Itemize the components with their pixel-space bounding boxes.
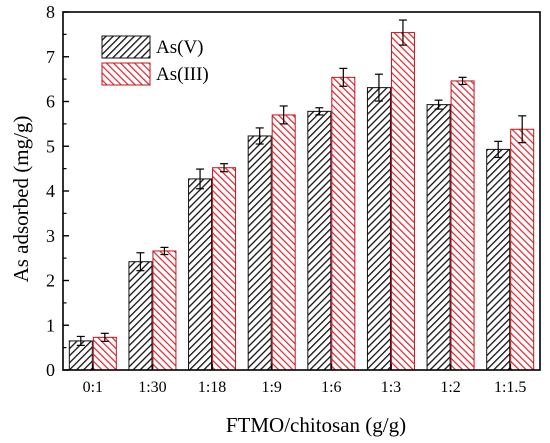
bar-as-v-7	[426, 104, 451, 371]
bar-as-iii-4	[271, 114, 296, 371]
x-tick-label: 1:3	[381, 379, 401, 396]
bar-as-iii-3	[212, 167, 237, 371]
y-tick-label: 7	[46, 47, 55, 67]
x-tick-label: 1:6	[321, 379, 341, 396]
y-tick-label: 8	[46, 2, 55, 22]
bar-as-v-4	[247, 135, 272, 371]
legend-swatch-as-v	[101, 35, 151, 59]
x-tick-label: 1:1.5	[494, 379, 526, 396]
y-tick-label: 3	[46, 226, 55, 246]
y-tick-label: 4	[46, 181, 55, 201]
plot-area: 0 1 2 3 4 5 6 7 8 0:1 1:30 1:18 1:9 1:6 1:3 1:2 1:1.5 As(…	[46, 2, 541, 396]
y-tick-label: 1	[46, 315, 55, 335]
y-tick-label: 0	[46, 360, 55, 380]
bar-as-v-8	[486, 148, 511, 371]
x-tick-label: 0:1	[83, 379, 103, 396]
bar-as-iii-5	[331, 76, 356, 371]
bar-as-v-2	[128, 261, 153, 371]
bar-as-iii-6	[390, 32, 415, 371]
bar-as-iii-2	[152, 250, 177, 371]
y-axis-title: As adsorbed (mg/g)	[9, 116, 33, 283]
bar-as-v-3	[188, 178, 213, 371]
x-tick-label: 1:18	[198, 379, 226, 396]
legend-swatch-as-iii	[101, 62, 151, 86]
bar-as-iii-8	[510, 128, 535, 371]
bar-as-v-6	[366, 87, 391, 371]
bar-as-iii-7	[450, 80, 475, 371]
x-axis-title: FTMO/chitosan (g/g)	[226, 413, 406, 437]
legend-label-as-iii: As(III)	[156, 64, 209, 85]
bar-as-v-5	[307, 110, 332, 371]
x-tick-label: 1:2	[440, 379, 460, 396]
y-tick-label: 6	[46, 92, 55, 112]
x-tick-label: 1:9	[261, 379, 281, 396]
x-tick-label: 1:30	[138, 379, 166, 396]
y-tick-label: 5	[46, 136, 55, 156]
y-tick-label: 2	[46, 271, 55, 291]
bar-as-iii-1	[92, 336, 117, 371]
legend-label-as-v: As(V)	[156, 37, 204, 58]
